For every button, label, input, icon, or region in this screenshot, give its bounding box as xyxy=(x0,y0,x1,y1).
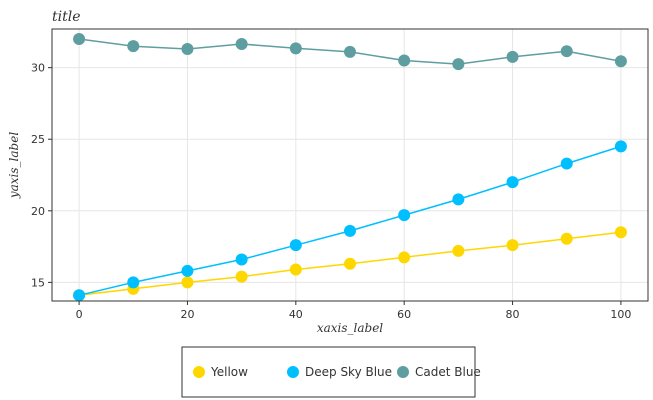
data-point-cadet-blue xyxy=(614,55,627,68)
data-point-cadet-blue xyxy=(289,42,302,55)
data-point-yellow xyxy=(289,263,302,276)
plot-area-border xyxy=(51,28,649,302)
y-tick-label: 30 xyxy=(31,62,45,75)
data-point-deep-sky-blue xyxy=(506,176,519,189)
data-point-yellow xyxy=(344,257,356,270)
data-point-deep-sky-blue xyxy=(127,276,140,289)
data-point-yellow xyxy=(506,239,519,252)
data-point-cadet-blue xyxy=(73,33,86,46)
series-points xyxy=(73,33,627,302)
data-point-cadet-blue xyxy=(560,45,573,58)
legend-label-yellow: Yellow xyxy=(210,365,248,379)
x-tick-label: 20 xyxy=(180,308,194,321)
legend-label-deep-sky-blue: Deep Sky Blue xyxy=(305,365,392,379)
data-point-cadet-blue xyxy=(344,45,356,58)
legend-key-yellow xyxy=(193,366,205,378)
data-point-deep-sky-blue xyxy=(452,193,465,206)
x-tick-label: 60 xyxy=(397,308,411,321)
y-axis-title: yaxis_label xyxy=(7,132,21,199)
data-point-yellow xyxy=(452,244,465,257)
x-axis-title: xaxis_label xyxy=(317,321,383,335)
data-point-cadet-blue xyxy=(398,54,411,67)
x-tick-label: 0 xyxy=(76,308,83,321)
data-point-yellow xyxy=(560,232,573,245)
data-point-deep-sky-blue xyxy=(344,224,356,237)
data-point-cadet-blue xyxy=(127,40,140,53)
data-point-deep-sky-blue xyxy=(560,157,573,170)
data-point-deep-sky-blue xyxy=(181,264,194,277)
y-tick-label: 25 xyxy=(31,133,45,146)
y-tick-label: 20 xyxy=(31,205,45,218)
data-point-yellow xyxy=(235,270,248,283)
data-point-cadet-blue xyxy=(506,50,519,63)
y-tick-label: 15 xyxy=(31,276,45,289)
axes: 0 20 40 60 80 100 15 20 25 30 xyxy=(31,28,649,321)
legend: Yellow Deep Sky Blue Cadet Blue xyxy=(181,346,481,398)
data-point-deep-sky-blue xyxy=(398,209,411,222)
legend-box xyxy=(181,346,476,398)
data-point-yellow xyxy=(398,251,411,264)
chart-title: title xyxy=(52,9,81,25)
data-point-cadet-blue xyxy=(452,58,465,71)
grid-lines xyxy=(52,29,648,301)
x-tick-label: 40 xyxy=(289,308,303,321)
data-point-deep-sky-blue xyxy=(289,239,302,252)
data-point-deep-sky-blue xyxy=(73,289,86,302)
data-point-deep-sky-blue xyxy=(614,140,627,153)
legend-key-deep-sky-blue xyxy=(287,366,299,378)
series-line-deep-sky-blue xyxy=(78,145,622,297)
legend-key-cadet-blue xyxy=(397,366,409,378)
data-point-cadet-blue xyxy=(235,38,248,51)
data-point-deep-sky-blue xyxy=(235,253,248,266)
x-tick-label: 100 xyxy=(610,308,631,321)
data-point-cadet-blue xyxy=(181,43,194,56)
x-tick-label: 80 xyxy=(506,308,520,321)
legend-label-cadet-blue: Cadet Blue xyxy=(415,365,481,379)
data-point-yellow xyxy=(181,276,194,289)
data-point-yellow xyxy=(614,226,627,239)
